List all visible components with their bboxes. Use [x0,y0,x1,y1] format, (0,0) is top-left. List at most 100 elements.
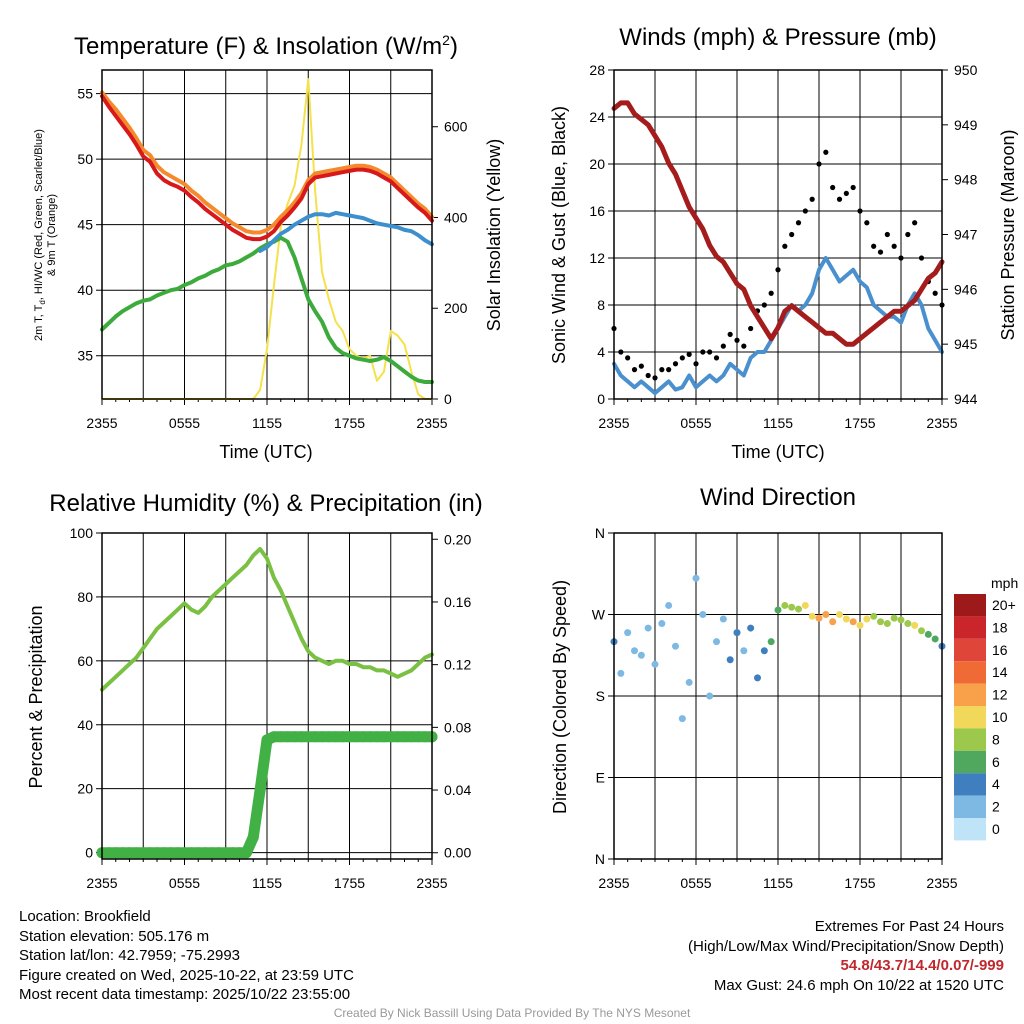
winds-panel: Winds (mph) & Pressure (mb) Time (UTC) S… [549,24,1018,462]
colorbar-label: 14 [992,664,1008,680]
gust-dot [631,367,638,373]
wind-direction-dot [795,605,802,613]
wind-direction-dot [924,630,932,638]
wind-direction-dot [883,620,891,628]
y-tick-label: 40 [77,282,93,298]
y-tick-label: 4 [597,344,605,360]
wind-direction-dot [624,629,632,637]
extremes-title: Extremes For Past 24 Hours [814,918,1004,935]
colorbar-label: 10 [992,709,1008,725]
x-tick-label: 2355 [86,415,117,431]
gust-dot [871,243,877,249]
y-tick-label: 28 [589,62,605,78]
gust-dot [789,231,795,238]
colorbar-label: 12 [992,687,1008,703]
plot-border [613,532,943,860]
y-tick-label: 100 [70,525,94,541]
colorbar-swatch [954,661,986,684]
extremes-info: Extremes For Past 24 Hours (High/Low/Max… [688,917,1004,995]
colorbar-label: 16 [992,642,1008,658]
gust-dot [727,331,733,337]
wind-direction-dot [665,601,673,609]
x-tick-label: 1155 [763,415,793,431]
gust-dot [905,231,911,238]
temperature-ylabel-line1: 2m T, Td, HI/WC (Red, Green, Scarlet/Blu… [33,129,47,341]
wind-direction-dot [747,624,755,632]
wind-direction-title: Wind Direction [700,484,856,511]
temperature-ylabel-line2: & 9m T (Orange) [46,194,58,276]
wind-direction-dot [678,715,686,723]
wind-direction-dot [849,618,857,626]
x-tick-label: 1155 [252,415,282,431]
station-info: Location: Brookfield Station elevation: … [19,907,354,1005]
x-tick-label: 1755 [334,875,365,891]
max-gust: Max Gust: 24.6 mph On 10/22 at 1520 UTC [713,976,1004,994]
figure-created: Figure created on Wed, 2025-10-22, at 23… [19,966,354,984]
pressure-ylabel: Station Pressure (Maroon) [998,129,1018,340]
gust-dot [734,337,740,343]
y2-tick-label: 950 [954,62,978,78]
wind-direction-dot [904,620,912,628]
x-tick-label: 2355 [926,875,957,891]
gust-dot [864,220,870,226]
gust-dot [672,361,679,367]
y-tick-label: 80 [77,589,93,605]
wind-direction-dot [719,615,727,623]
x-tick-label: 1755 [844,875,875,891]
winds-title: Winds (mph) & Pressure (mb) [619,24,936,51]
y-tick-label: 35 [77,348,93,364]
wind-direction-dot [781,601,789,609]
wind-direction-dot [740,647,748,655]
gust-dot [666,367,672,373]
y-tick-label: N [595,851,605,867]
wind-direction-dot [801,601,809,609]
x-tick-label: 0555 [169,875,200,891]
gust-dot [652,375,658,381]
wind-direction-dot [836,611,843,618]
y-tick-label: 50 [77,151,93,167]
wind-direction-dot [870,612,878,620]
temperature-9m-line [100,90,434,235]
wind-direction-dot [726,656,734,664]
gust-dot [679,355,685,361]
gust-dot [884,231,890,238]
gust-dot [795,220,802,226]
wind-direction-dot [713,638,720,646]
gust-dot [618,349,624,355]
gust-dot [707,349,713,355]
y2-tick-label: 200 [444,300,468,316]
gust-dot [713,355,720,361]
wind-direction-dot [897,616,905,624]
y2-tick-label: 0.12 [444,657,471,673]
wind-direction-dot [767,638,775,646]
y-tick-label: 24 [589,109,605,125]
y-tick-label: 20 [77,781,93,797]
wind-direction-dot [788,603,796,611]
temperature-xlabel: Time (UTC) [219,442,312,462]
wind-direction-dot [733,629,741,637]
wind-direction-dot [822,611,830,618]
colorbar-label: 20+ [992,597,1016,613]
colorbar-swatch [954,706,986,729]
colorbar-swatch [954,683,986,706]
y-tick-label: 16 [589,203,605,219]
y2-tick-label: 0.08 [444,719,471,735]
wind-direction-dot [774,606,782,614]
wind-direction-dot [706,692,714,700]
wind-direction-dot [637,651,645,659]
y-tick-label: N [595,525,605,541]
x-tick-label: 0555 [680,875,711,891]
y-tick-label: 60 [77,653,93,669]
recent-timestamp: Most recent data timestamp: 2025/10/22 2… [19,986,351,1004]
y2-tick-label: 945 [954,336,978,352]
gust-dot [693,361,699,367]
x-tick-label: 1755 [334,415,365,431]
x-tick-label: 2355 [86,875,117,891]
y2-tick-label: 400 [444,209,468,225]
y-tick-label: 8 [597,297,605,313]
gust-dot [748,325,754,332]
y-tick-label: 0 [597,391,605,407]
plot-border [101,69,433,400]
y2-tick-label: 600 [444,119,468,135]
gust-dot [891,243,897,249]
